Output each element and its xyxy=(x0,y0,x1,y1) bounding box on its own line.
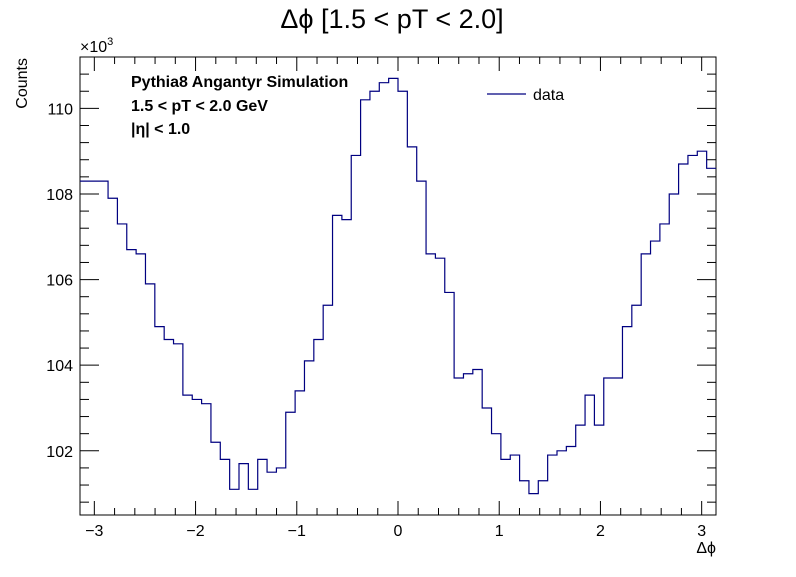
series-data-step-line xyxy=(80,77,716,495)
x-tick-label: −2 xyxy=(186,523,204,540)
y-axis-label: Counts xyxy=(14,58,31,109)
y-multiplier-base: ×10 xyxy=(80,39,107,56)
y-multiplier-exponent: 3 xyxy=(107,36,113,48)
chart-title: Δϕ [1.5 < pT < 2.0] xyxy=(280,4,503,34)
x-tick-label: 2 xyxy=(596,523,605,540)
x-tick-label: −3 xyxy=(85,523,103,540)
x-tick-label: −1 xyxy=(288,523,306,540)
y-tick-label: 104 xyxy=(46,358,73,375)
y-axis-multiplier: ×103 xyxy=(80,36,113,56)
y-tick-label: 108 xyxy=(46,187,73,204)
y-tick-label: 110 xyxy=(47,101,73,118)
annotation-pt-range: 1.5 < pT < 2.0 GeV xyxy=(131,98,268,115)
x-tick-label: 3 xyxy=(697,523,706,540)
x-tick-label: 0 xyxy=(394,523,403,540)
legend: data xyxy=(487,87,564,104)
y-axis-ticks: 102 104 106 108 110 xyxy=(46,56,716,503)
x-axis-ticks: −3 −2 −1 0 1 2 3 xyxy=(85,57,706,540)
legend-label-data: data xyxy=(533,87,564,104)
x-axis-label: Δϕ xyxy=(696,540,716,557)
y-tick-label: 106 xyxy=(46,273,73,290)
annotation-simulation: Pythia8 Angantyr Simulation xyxy=(131,74,348,91)
x-tick-label: 1 xyxy=(495,523,504,540)
annotation-eta-range: |η| < 1.0 xyxy=(131,121,190,138)
series-layer xyxy=(80,77,716,495)
y-tick-label: 102 xyxy=(46,444,73,461)
